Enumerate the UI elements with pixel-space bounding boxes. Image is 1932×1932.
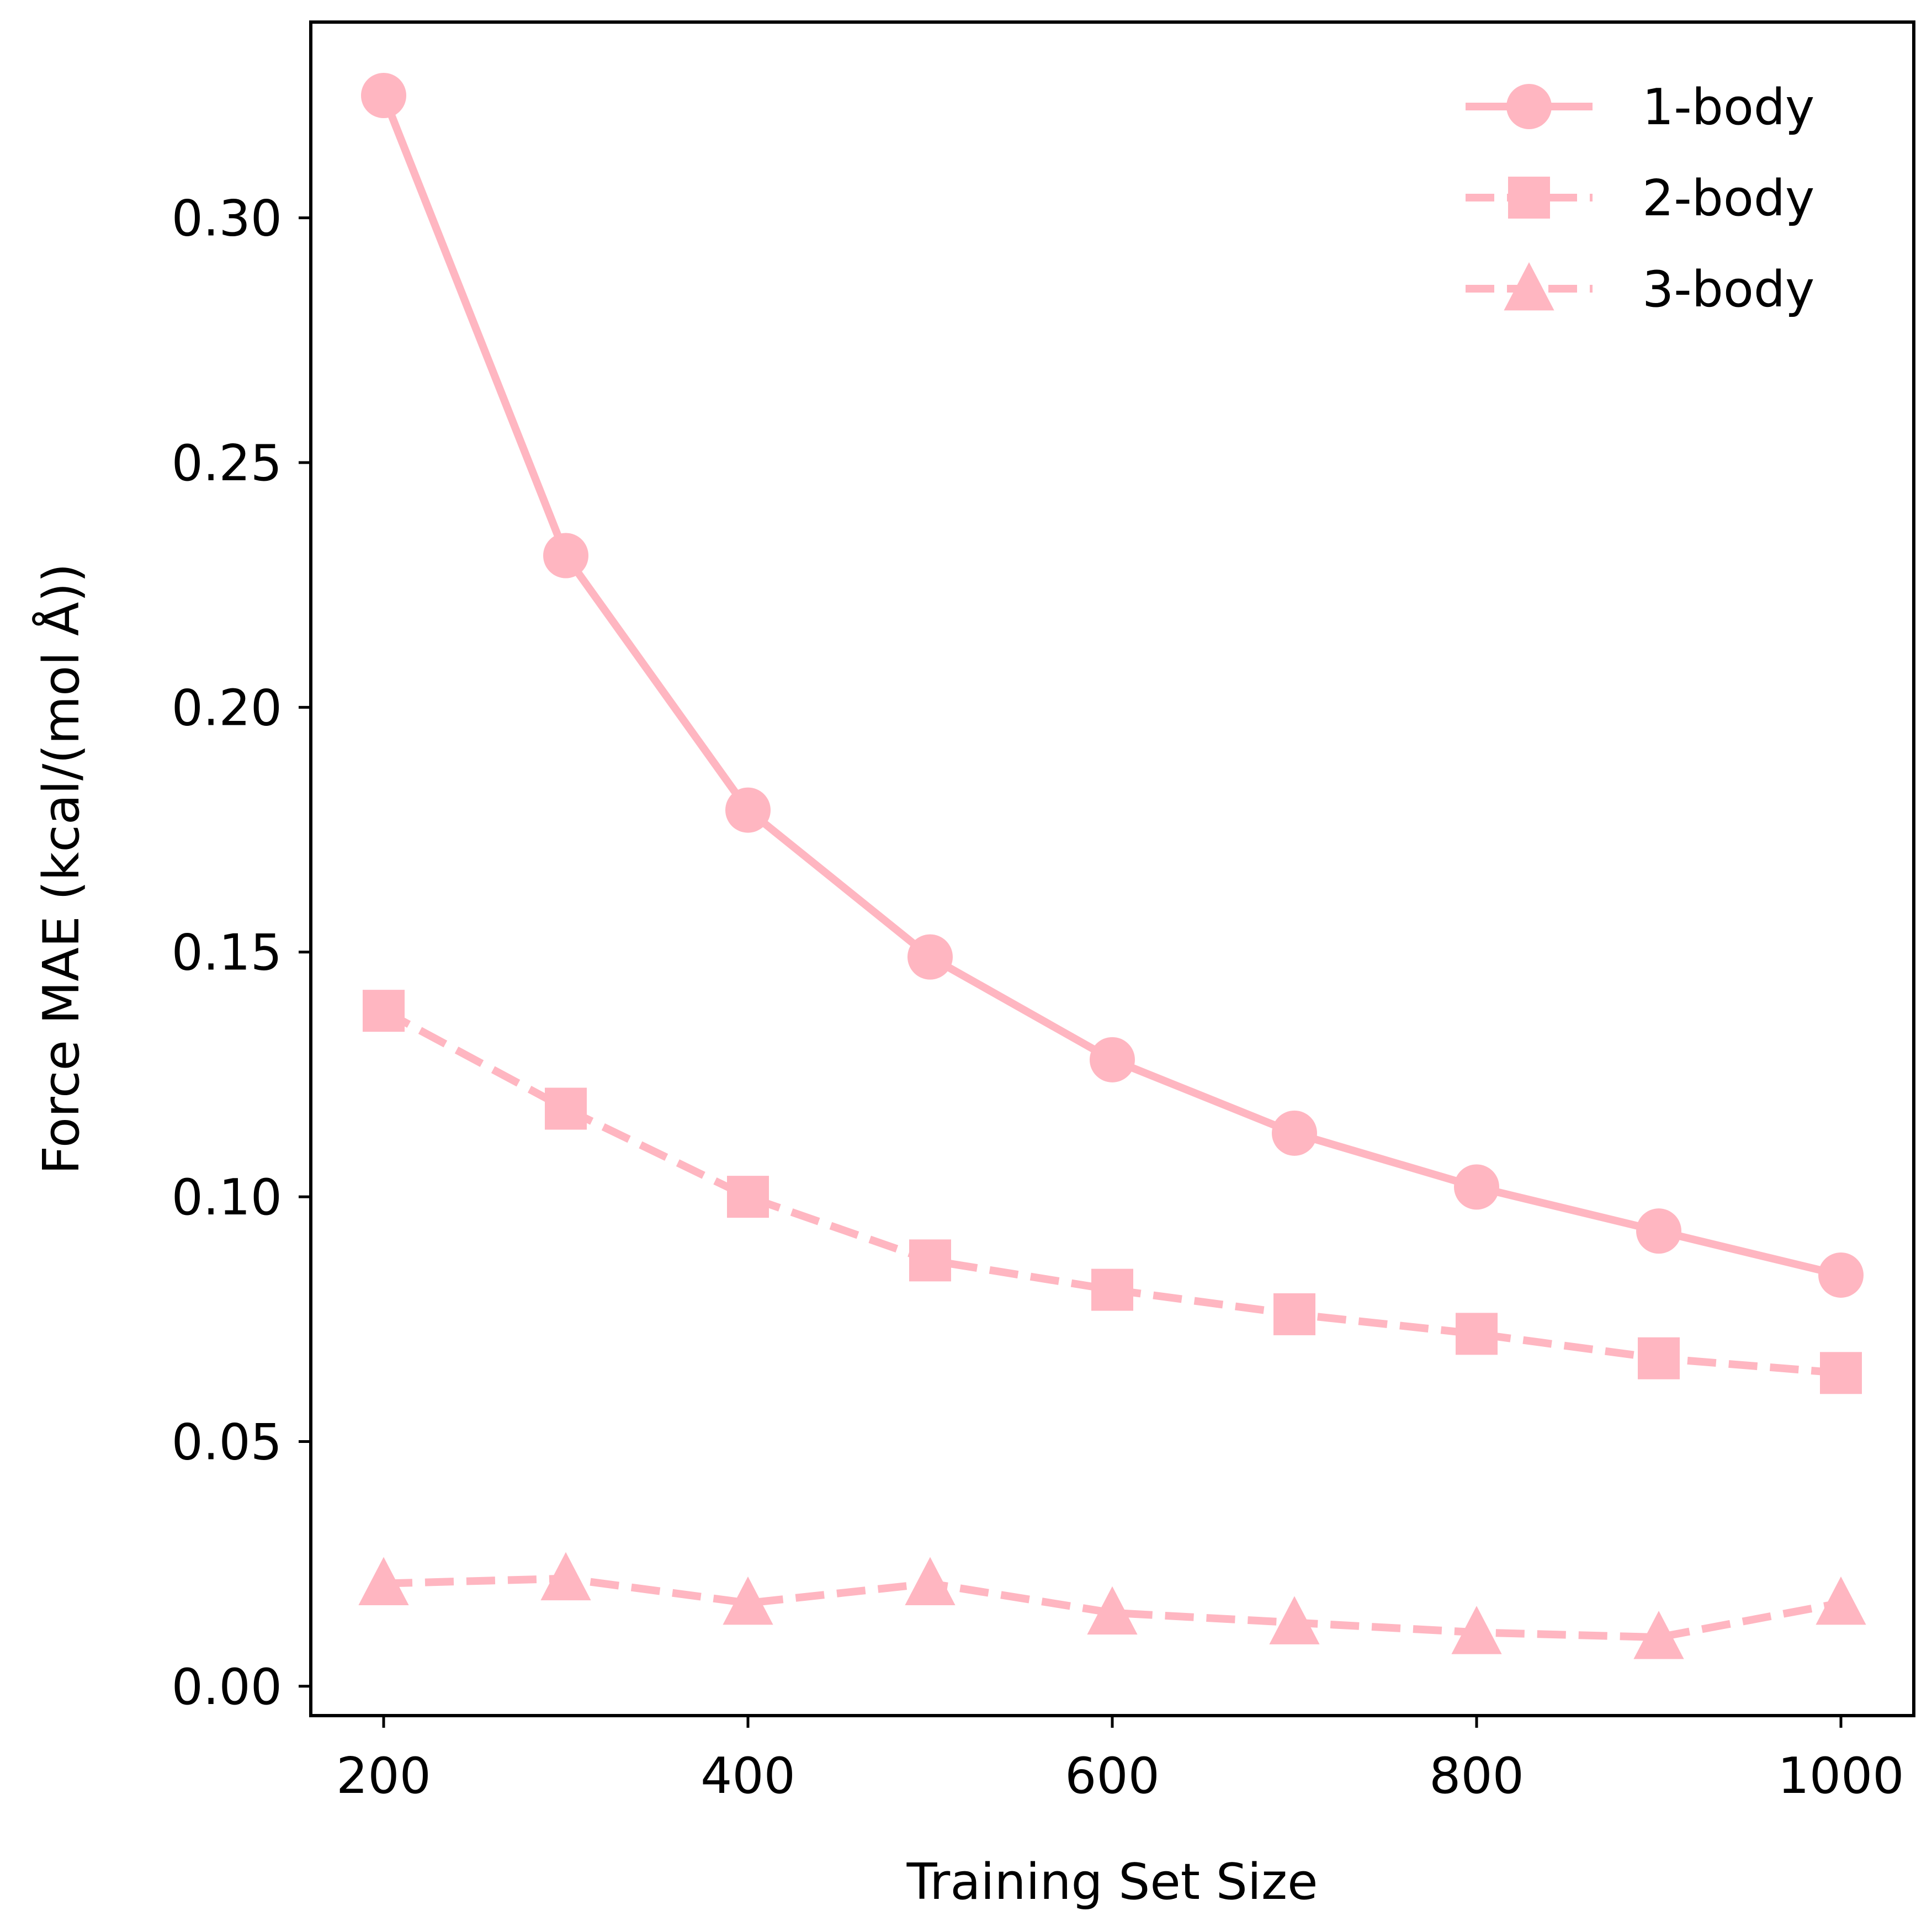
legend-marker-2-body xyxy=(1508,177,1550,219)
data-point-1-body xyxy=(1090,1037,1135,1082)
data-point-2-body xyxy=(727,1176,769,1218)
x-tick-label: 200 xyxy=(336,1747,431,1805)
legend-marker-1-body xyxy=(1506,84,1552,129)
legend-marker-3-body xyxy=(1504,262,1554,311)
x-axis-title: Training Set Size xyxy=(906,1853,1318,1911)
x-tick-label: 600 xyxy=(1065,1747,1160,1805)
y-tick-label: 0.05 xyxy=(172,1413,282,1471)
legend-label: 3-body xyxy=(1642,261,1814,319)
data-point-1-body xyxy=(1272,1110,1317,1156)
data-point-2-body xyxy=(545,1087,587,1130)
x-tick-label: 800 xyxy=(1429,1747,1524,1805)
x-tick-label: 400 xyxy=(700,1747,795,1805)
series-lines xyxy=(380,94,1842,1642)
data-point-2-body xyxy=(1820,1352,1862,1394)
data-point-1-body xyxy=(361,73,406,119)
data-point-2-body xyxy=(1273,1293,1315,1335)
legend-label: 2-body xyxy=(1642,169,1814,227)
data-point-3-body xyxy=(1451,1606,1502,1654)
data-point-3-body xyxy=(723,1577,773,1625)
data-point-3-body xyxy=(358,1557,409,1605)
y-tick-label: 0.15 xyxy=(172,924,282,982)
series-markers xyxy=(358,73,1866,1659)
y-tick-label: 0.10 xyxy=(172,1169,282,1227)
axes: 200 400 600 800 1000 0.00 0.05 0.10 0.15 0.20 0.25… xyxy=(172,190,1904,1805)
data-point-1-body xyxy=(907,934,953,980)
x-tick-label: 1000 xyxy=(1777,1747,1904,1805)
data-point-1-body xyxy=(1818,1252,1864,1298)
data-point-2-body xyxy=(909,1239,951,1282)
series-line-1-body xyxy=(380,94,1842,1279)
data-point-1-body xyxy=(1454,1164,1499,1210)
data-point-1-body xyxy=(1636,1208,1681,1254)
data-point-3-body xyxy=(540,1552,591,1601)
legend-label: 1-body xyxy=(1642,78,1814,136)
data-point-2-body xyxy=(1456,1313,1498,1355)
data-point-1-body xyxy=(725,787,771,833)
series-line-3-body xyxy=(383,1574,1842,1642)
data-point-3-body xyxy=(1633,1611,1684,1659)
data-point-3-body xyxy=(1087,1586,1138,1635)
y-tick-label: 0.30 xyxy=(172,190,282,248)
y-tick-label: 0.20 xyxy=(172,679,282,737)
legend: 1-body 2-body 3-body xyxy=(1466,78,1814,319)
data-point-3-body xyxy=(1816,1577,1866,1625)
data-point-3-body xyxy=(1269,1596,1320,1644)
data-point-3-body xyxy=(905,1557,956,1605)
y-tick-label: 0.25 xyxy=(172,434,282,492)
data-point-2-body xyxy=(363,990,405,1032)
data-point-1-body xyxy=(543,533,588,578)
data-point-2-body xyxy=(1638,1337,1680,1379)
data-point-2-body xyxy=(1091,1268,1133,1311)
y-axis-title: Force MAE (kcal/(mol Å)) xyxy=(31,563,91,1174)
y-tick-label: 0.00 xyxy=(172,1658,282,1716)
